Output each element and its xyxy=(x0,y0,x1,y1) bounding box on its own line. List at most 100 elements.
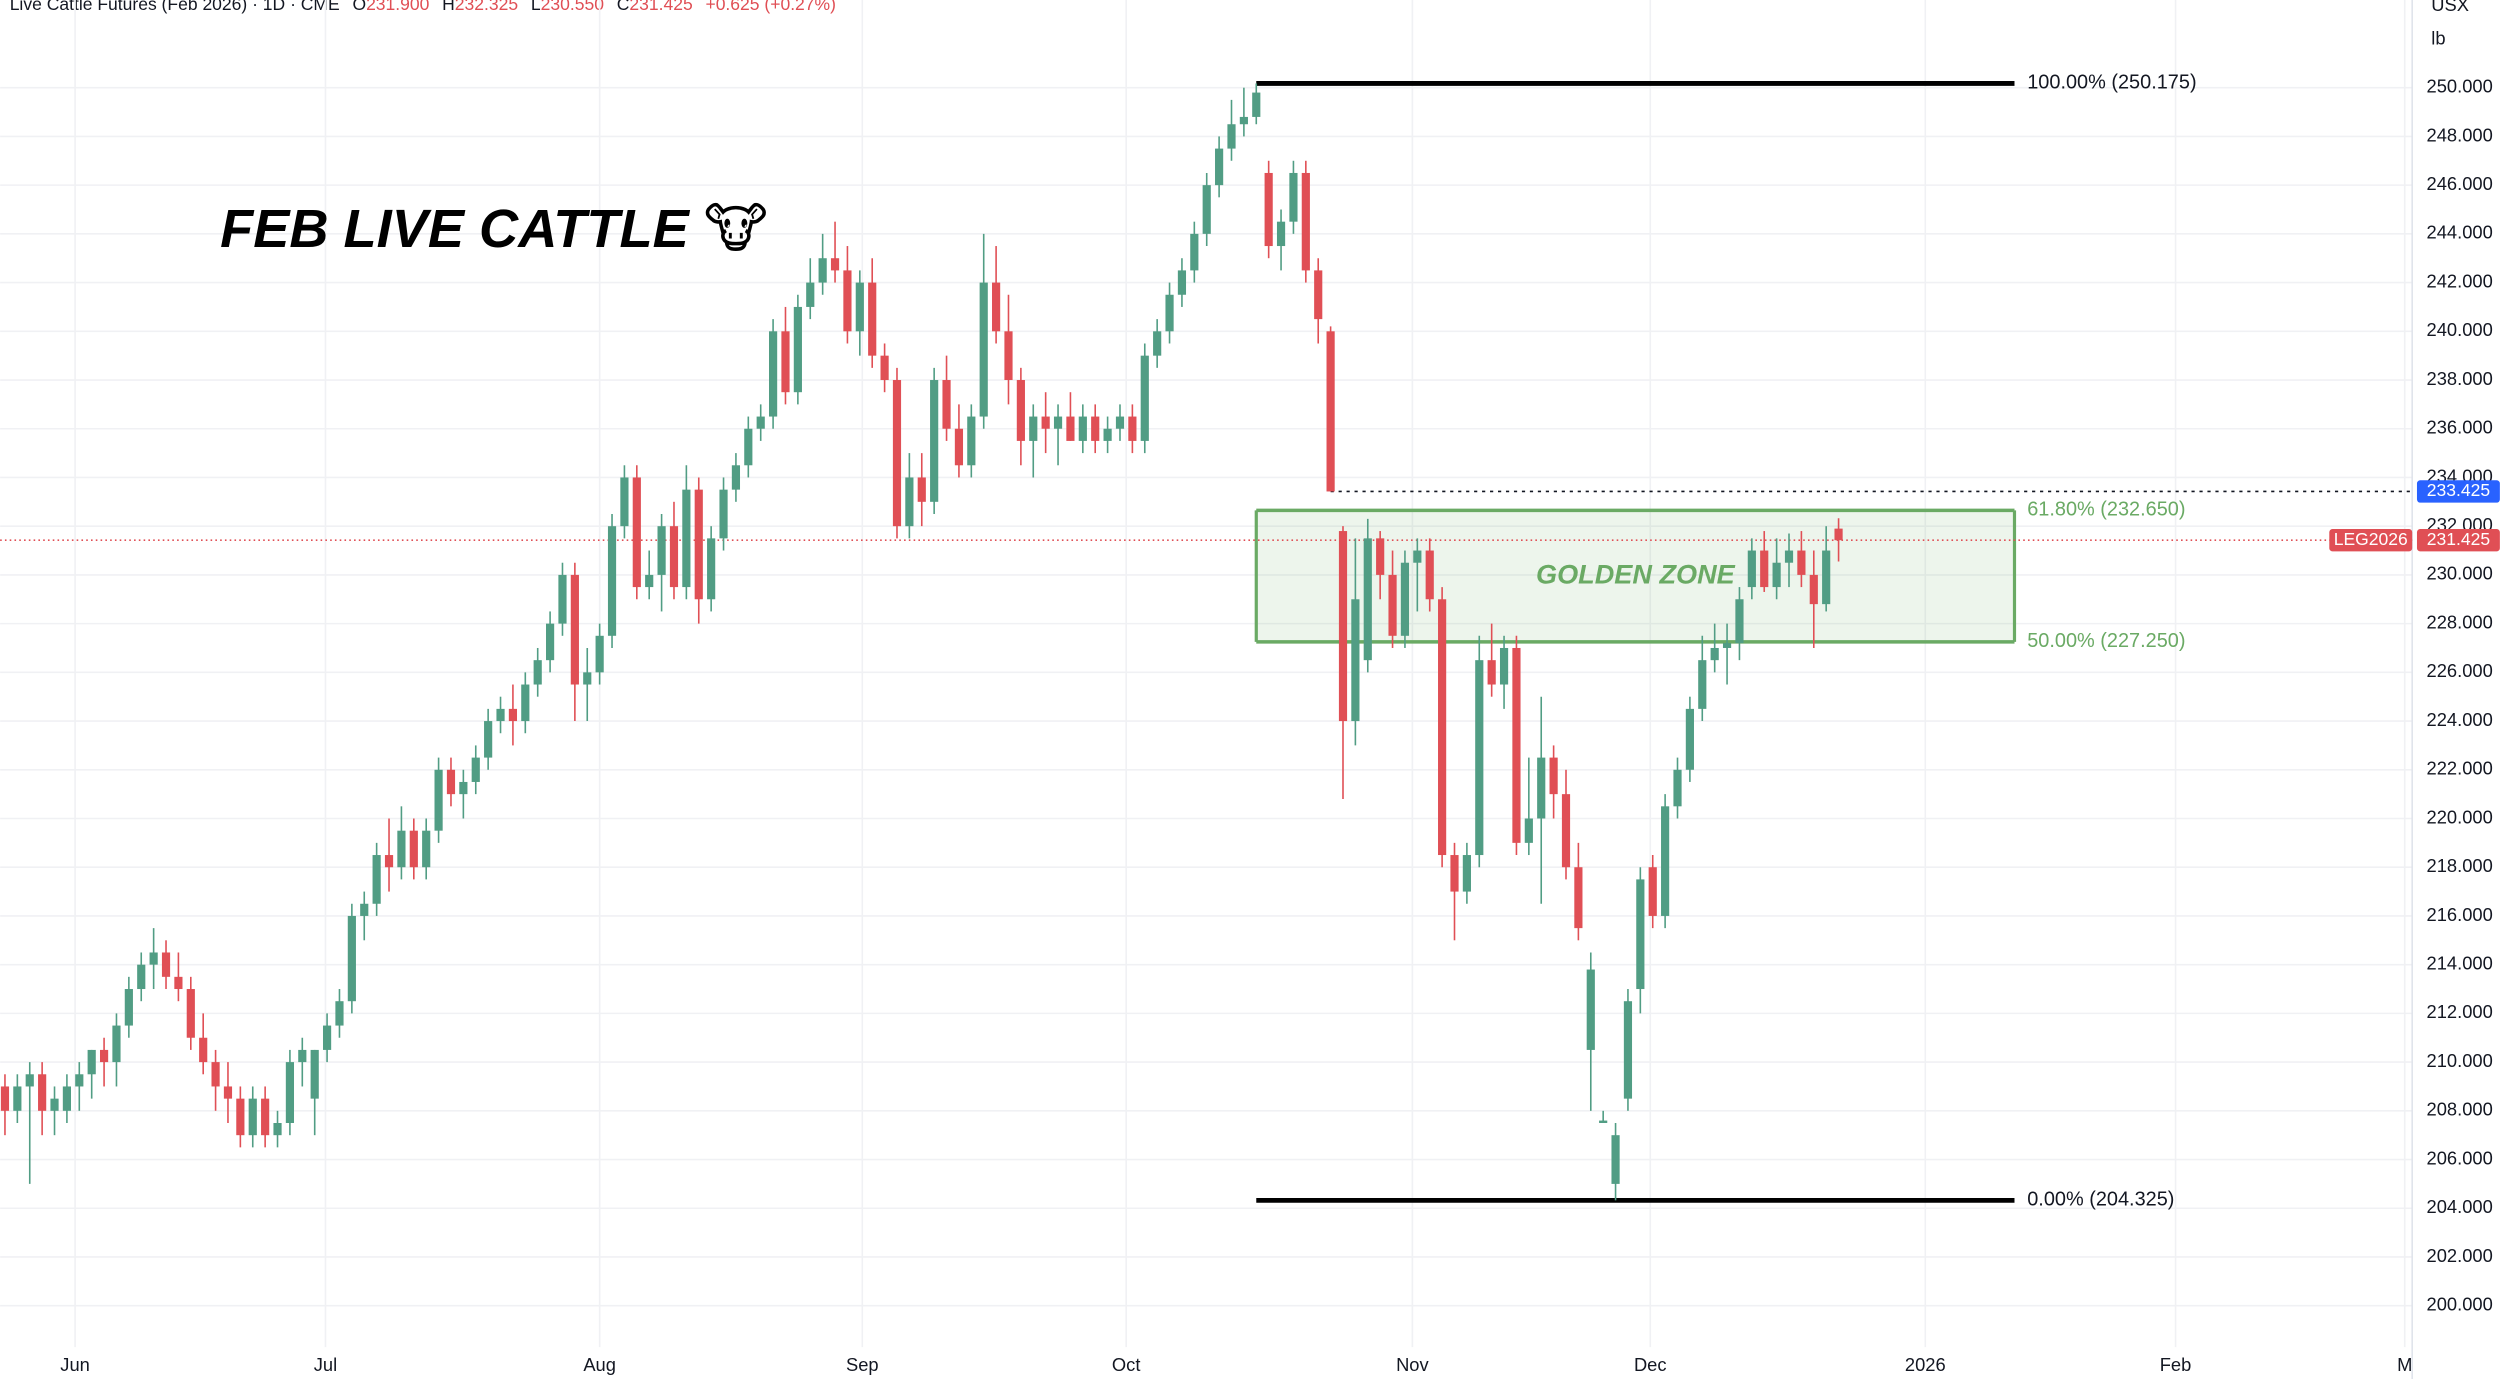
price-badge xyxy=(2416,529,2500,552)
y-tick-label: 230.000 xyxy=(2427,563,2493,584)
x-tick-label: Oct xyxy=(1112,1354,1141,1375)
candle-body xyxy=(806,282,815,307)
candle-body xyxy=(1140,355,1149,441)
c-key: C xyxy=(617,0,630,13)
candle-body xyxy=(558,574,567,624)
candle-body xyxy=(1029,416,1038,441)
y-tick-label: 202.000 xyxy=(2427,1245,2493,1266)
candle-body xyxy=(719,489,728,539)
candle-body xyxy=(459,781,468,795)
candle-body xyxy=(1091,416,1100,441)
candle-body xyxy=(236,1098,245,1136)
candle-body xyxy=(1499,647,1509,685)
candle-body xyxy=(682,489,691,588)
fib-label: 50.00% (227.250) xyxy=(2027,630,2185,652)
candle-body xyxy=(657,526,666,575)
header: Live Cattle Futures (Feb 2026) · 1D · CM… xyxy=(10,0,836,13)
candle-body xyxy=(1722,643,1732,648)
candle-body xyxy=(1041,416,1050,429)
candle-body xyxy=(1549,757,1558,795)
candle-body xyxy=(1363,538,1372,661)
candle-body xyxy=(1809,574,1818,605)
x-tick-label: Feb xyxy=(2160,1354,2192,1375)
y-tick-label: 240.000 xyxy=(2427,319,2493,340)
h-key: H xyxy=(442,0,455,13)
candle-body xyxy=(1673,769,1682,807)
candle-body xyxy=(930,380,939,502)
candle-body xyxy=(607,526,617,636)
candle-body xyxy=(1190,233,1199,271)
candle-body xyxy=(595,635,604,673)
y-tick-label: 220.000 xyxy=(2427,806,2493,827)
candle-body xyxy=(298,1049,307,1063)
candle-body xyxy=(0,1086,10,1111)
candle-body xyxy=(1524,818,1533,843)
candle-body xyxy=(1128,416,1137,441)
candle-body xyxy=(744,428,753,466)
candle-body xyxy=(1376,538,1385,575)
x-tick-label: Jun xyxy=(60,1354,90,1375)
l-key: L xyxy=(531,0,541,13)
candle-body xyxy=(1115,416,1125,429)
y-tick-label: 214.000 xyxy=(2427,953,2493,974)
candle-body xyxy=(1487,660,1496,685)
candle-body xyxy=(372,855,381,904)
candle-body xyxy=(50,1098,59,1111)
candle-body xyxy=(38,1074,47,1111)
candle-body xyxy=(199,1037,208,1063)
candle-body xyxy=(917,477,926,502)
candle-body xyxy=(25,1074,34,1087)
candle-body xyxy=(1462,855,1471,892)
candle-body xyxy=(186,989,195,1038)
candle-body xyxy=(632,477,641,588)
candle-body xyxy=(731,465,741,490)
unit: USX xyxy=(2431,0,2469,15)
candle-body xyxy=(1561,794,1571,868)
candle-body xyxy=(1239,116,1248,125)
candle-body xyxy=(967,416,976,466)
candle-body xyxy=(1599,1120,1608,1124)
candle-body xyxy=(13,1086,22,1111)
candle-body xyxy=(1425,550,1434,600)
candle-body xyxy=(248,1098,257,1136)
candle-body xyxy=(880,355,889,381)
fib-label: 0.00% (204.325) xyxy=(2027,1189,2174,1211)
candle-body xyxy=(1004,331,1013,381)
candle-body xyxy=(1636,879,1645,990)
y-tick-label: 224.000 xyxy=(2427,709,2493,730)
candle-body xyxy=(769,331,778,417)
price-badge xyxy=(2416,480,2500,503)
y-tick-label: 218.000 xyxy=(2427,855,2493,876)
y-tick-label: 206.000 xyxy=(2427,1147,2493,1168)
candle-body xyxy=(1215,148,1224,186)
candle-body xyxy=(1784,550,1794,563)
candle-body xyxy=(310,1049,319,1099)
y-tick-label: 248.000 xyxy=(2427,124,2493,145)
candle-body xyxy=(1735,599,1744,644)
candle-body xyxy=(1537,757,1546,819)
fib-label: 100.00% (250.175) xyxy=(2027,72,2196,94)
candle-body xyxy=(335,1001,344,1026)
candle-body xyxy=(669,526,679,588)
x-tick-label: 2026 xyxy=(1905,1354,1946,1375)
candle-body xyxy=(75,1074,84,1087)
price-label: 231.425 xyxy=(2427,529,2490,549)
candle-body xyxy=(409,830,418,868)
candle-body xyxy=(942,380,951,429)
candle-body xyxy=(1586,969,1595,1050)
x-tick-label: Sep xyxy=(846,1354,879,1375)
candle-body xyxy=(1512,647,1521,843)
candle-body xyxy=(484,721,493,758)
candle-body xyxy=(1661,806,1670,916)
y-tick-label: 208.000 xyxy=(2427,1099,2493,1120)
candle-body xyxy=(645,574,654,588)
candle-body xyxy=(1264,172,1273,247)
candle-body xyxy=(137,964,146,990)
candle-body xyxy=(161,952,171,977)
candle-body xyxy=(1760,550,1769,588)
candle-body xyxy=(1747,550,1756,588)
candle-body xyxy=(1413,550,1422,563)
candle-body xyxy=(285,1062,295,1124)
candle-body xyxy=(1611,1135,1620,1184)
